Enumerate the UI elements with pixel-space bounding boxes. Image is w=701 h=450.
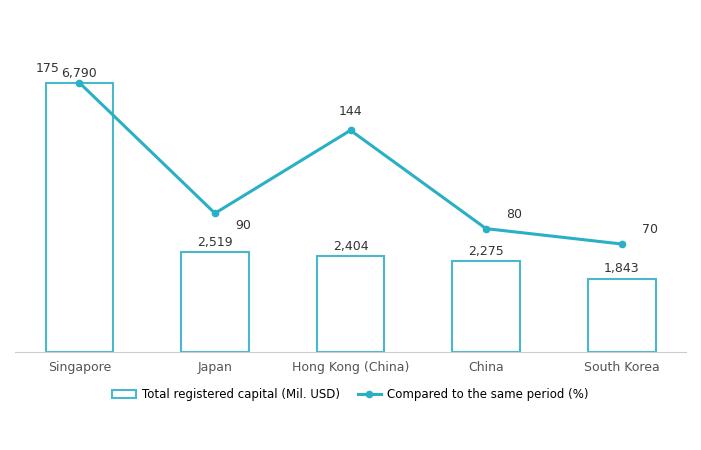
Bar <box>452 261 520 351</box>
Bar <box>587 279 655 351</box>
Text: 1,843: 1,843 <box>604 262 639 275</box>
Text: 2,404: 2,404 <box>333 240 368 253</box>
Text: 2,275: 2,275 <box>468 245 504 258</box>
Text: 144: 144 <box>339 105 362 118</box>
Text: 175: 175 <box>35 62 59 75</box>
Text: 80: 80 <box>506 208 522 220</box>
Text: 6,790: 6,790 <box>62 67 97 80</box>
Bar <box>317 256 384 351</box>
Text: 70: 70 <box>642 223 658 236</box>
Text: 90: 90 <box>236 219 251 232</box>
Legend: Total registered capital (Mil. USD), Compared to the same period (%): Total registered capital (Mil. USD), Com… <box>108 384 593 406</box>
Bar <box>46 83 114 351</box>
Bar <box>181 252 249 351</box>
Text: 2,519: 2,519 <box>197 236 233 249</box>
